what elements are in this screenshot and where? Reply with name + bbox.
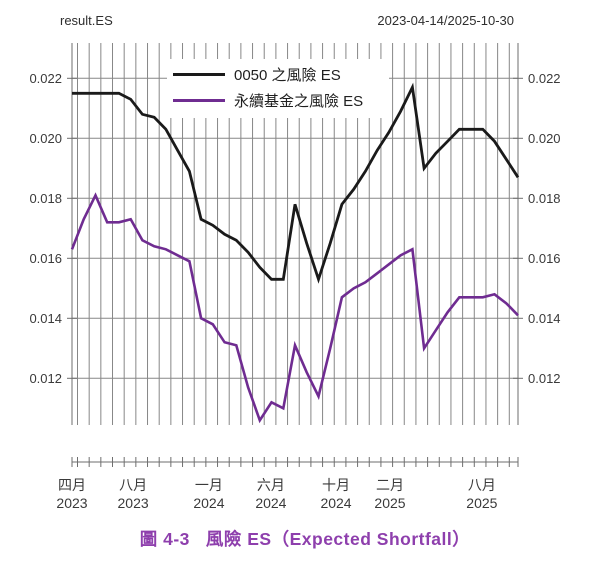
x-axis-label-year: 2025 xyxy=(466,495,497,511)
y-axis-label-left: 0.022 xyxy=(29,71,62,86)
figure-caption: 圖 4-3 風險 ES（Expected Shortfall） xyxy=(0,526,610,551)
x-axis-label-month: 二月 xyxy=(376,477,404,493)
figure-title: 風險 ES（Expected Shortfall） xyxy=(205,529,471,549)
chart-title: result.ES xyxy=(60,13,113,28)
x-axis-label-year: 2025 xyxy=(374,495,405,511)
x-axis-label-year: 2024 xyxy=(193,495,224,511)
legend-item-esg-fund: 永續基金之風險 ES xyxy=(173,90,385,111)
date-range-label: 2023-04-14/2025-10-30 xyxy=(377,13,514,28)
y-axis-label-right: 0.016 xyxy=(528,251,561,266)
legend-line-swatch-purple xyxy=(173,99,225,102)
x-axis-label-month: 四月 xyxy=(58,477,86,493)
x-axis-label-month: 十月 xyxy=(322,477,350,493)
y-axis-label-left: 0.020 xyxy=(29,131,62,146)
legend-item-0050: 0050 之風險 ES xyxy=(173,64,385,85)
y-axis-label-right: 0.012 xyxy=(528,371,561,386)
y-axis-label-left: 0.016 xyxy=(29,251,62,266)
x-axis-label-month: 八月 xyxy=(119,477,147,493)
figure-number: 圖 4-3 xyxy=(139,529,190,549)
y-axis-label-right: 0.018 xyxy=(528,191,561,206)
x-axis-label-year: 2023 xyxy=(118,495,149,511)
series-line-0050 xyxy=(72,82,520,284)
series-line-esg-fund xyxy=(70,192,519,424)
chart-legend: 0050 之風險 ES 永續基金之風險 ES xyxy=(167,59,389,118)
legend-label-esg-fund: 永續基金之風險 ES xyxy=(234,93,364,110)
x-axis-label-year: 2024 xyxy=(255,495,286,511)
y-axis-label-left: 0.018 xyxy=(29,191,62,206)
legend-label-0050: 0050 之風險 ES xyxy=(234,67,341,84)
x-axis-label-year: 2024 xyxy=(320,495,351,511)
x-axis-label-year: 2023 xyxy=(56,495,87,511)
x-axis-label-month: 一月 xyxy=(195,477,223,493)
y-axis-label-right: 0.020 xyxy=(528,131,561,146)
legend-line-swatch-black xyxy=(173,73,225,76)
x-axis-label-month: 六月 xyxy=(257,477,285,493)
y-axis-label-right: 0.014 xyxy=(528,311,561,326)
x-axis-label-month: 八月 xyxy=(468,477,496,493)
y-axis-label-right: 0.022 xyxy=(528,71,561,86)
y-axis-label-left: 0.012 xyxy=(29,371,62,386)
y-axis-label-left: 0.014 xyxy=(29,311,62,326)
